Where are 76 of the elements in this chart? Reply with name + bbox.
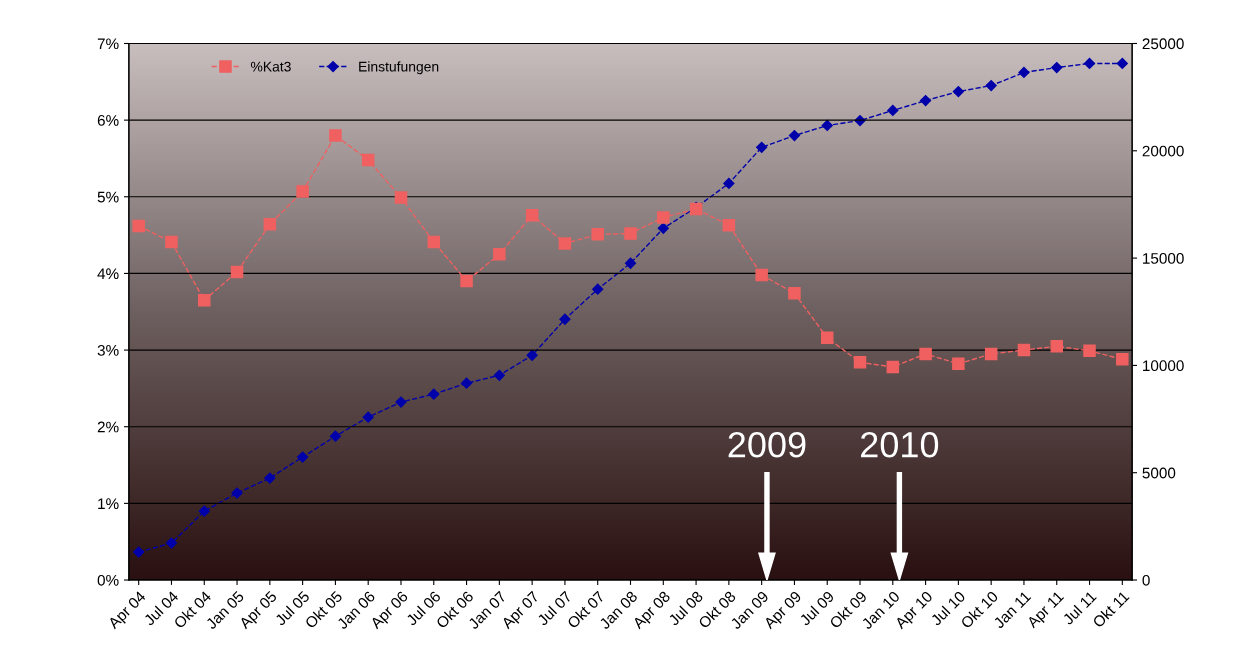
y-tick-label: 3%: [97, 344, 119, 356]
y-tick-label: 7%: [97, 38, 119, 50]
point: [198, 294, 211, 307]
y-tick-label: 1%: [98, 498, 119, 509]
annotation: 2009: [728, 431, 806, 458]
point: [394, 191, 408, 204]
point: [919, 347, 932, 361]
point: [820, 331, 834, 345]
point: [165, 235, 178, 249]
y-tick-label: 6%: [97, 115, 119, 126]
point: [1116, 57, 1128, 70]
point: [297, 451, 309, 463]
point: [428, 388, 440, 400]
y2-tick-label: 0: [1142, 574, 1150, 586]
point: [1050, 339, 1063, 353]
y2-tick-label: 20000: [1142, 145, 1184, 157]
point: [263, 218, 277, 231]
point: [231, 487, 243, 499]
point: [657, 222, 669, 234]
y2-tick-label: 10000: [1143, 360, 1184, 372]
point: [362, 411, 374, 423]
legend-label: Einstufungen: [359, 61, 439, 75]
y-tick-label: 0%: [97, 574, 119, 586]
point: [329, 430, 342, 442]
point: [723, 177, 735, 190]
point: [198, 505, 210, 517]
point: [919, 94, 932, 107]
point: [624, 227, 637, 240]
y-tick-label: 5%: [97, 191, 119, 203]
point: [558, 237, 572, 250]
point: [559, 313, 571, 325]
point: [460, 274, 473, 288]
point: [886, 360, 900, 374]
point: [952, 357, 965, 371]
point: [592, 283, 604, 295]
point: [788, 129, 801, 142]
y2-tick-label: 5000: [1142, 467, 1176, 479]
point: [788, 287, 801, 300]
point: [427, 235, 441, 249]
point: [624, 257, 637, 269]
point: [361, 153, 375, 167]
point: [756, 141, 768, 153]
point: [853, 356, 867, 369]
point: [165, 537, 178, 549]
point: [984, 347, 998, 361]
point: [296, 185, 309, 198]
point: [1083, 344, 1096, 358]
point: [460, 377, 473, 389]
point: [264, 472, 276, 484]
point: [821, 119, 833, 132]
point: [657, 211, 670, 224]
point: [755, 268, 768, 282]
y-tick-label: 2%: [97, 421, 119, 433]
point: [1017, 343, 1031, 357]
point: [887, 104, 899, 117]
point: [722, 218, 736, 232]
annotation: 2010: [861, 431, 939, 458]
point: [1083, 57, 1096, 70]
point: [493, 369, 505, 381]
point: [1051, 61, 1063, 74]
point: [525, 208, 539, 222]
point: [1018, 66, 1030, 79]
point: [591, 228, 604, 241]
y-tick-label: 4%: [97, 268, 119, 280]
point: [1116, 353, 1129, 366]
point: [952, 85, 964, 98]
point: [985, 79, 997, 92]
point: [230, 265, 244, 279]
y2-tick-label: 25000: [1142, 38, 1184, 50]
point: [526, 349, 538, 361]
point: [493, 248, 506, 261]
point: [329, 129, 342, 142]
legend-label: %Kat3: [250, 61, 291, 72]
point: [133, 546, 145, 558]
y2-tick-label: 15000: [1143, 252, 1184, 264]
point: [132, 219, 145, 233]
